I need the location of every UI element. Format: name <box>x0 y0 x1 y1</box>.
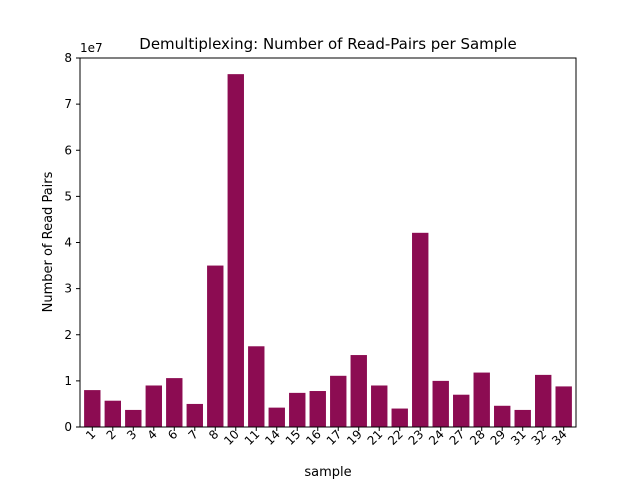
bar-sample-3 <box>125 409 142 427</box>
bar-sample-6 <box>166 378 183 427</box>
x-tick-label: 19 <box>344 427 365 448</box>
bar-sample-22 <box>391 408 408 427</box>
y-axis-offset-label: 1e7 <box>80 41 103 55</box>
bar-sample-14 <box>268 407 285 427</box>
bar-sample-10 <box>227 74 244 427</box>
x-tick-label: 1 <box>83 427 98 442</box>
bar-sample-31 <box>514 409 531 427</box>
bars-group <box>84 74 572 428</box>
y-tick-label: 2 <box>64 328 72 342</box>
x-tick-label: 27 <box>447 427 468 448</box>
x-tick-label: 8 <box>206 427 221 442</box>
bar-sample-21 <box>371 385 388 427</box>
bar-sample-2 <box>104 400 121 427</box>
bar-sample-11 <box>248 346 265 427</box>
x-axis-ticks: 1 2 3 4 6 7 8 10 11 14 15 16 17 19 21 22 23 24 27 28 29 31 32 3… <box>83 427 570 448</box>
y-tick-label: 5 <box>64 189 72 203</box>
x-tick-label: 2 <box>104 427 119 442</box>
bar-sample-34 <box>555 386 572 427</box>
x-tick-label: 17 <box>324 427 345 448</box>
bar-sample-28 <box>473 372 490 427</box>
bar-sample-23 <box>412 232 429 427</box>
x-tick-label: 14 <box>262 427 283 448</box>
bar-sample-15 <box>289 392 306 427</box>
x-tick-label: 3 <box>124 427 139 442</box>
bar-sample-4 <box>145 385 162 427</box>
y-tick-label: 8 <box>64 51 72 65</box>
x-tick-label: 11 <box>242 427 263 448</box>
x-tick-label: 22 <box>385 427 406 448</box>
bar-sample-24 <box>432 380 449 428</box>
x-tick-label: 7 <box>186 427 201 442</box>
x-tick-label: 10 <box>221 427 242 448</box>
bar-sample-29 <box>494 405 511 427</box>
y-axis-label: Number of Read Pairs <box>41 171 56 312</box>
x-tick-label: 21 <box>365 427 386 448</box>
bar-sample-1 <box>84 390 101 427</box>
plot-area-frame <box>79 57 577 428</box>
y-tick-label: 7 <box>64 97 72 111</box>
x-tick-label: 31 <box>508 427 529 448</box>
y-tick-label: 6 <box>64 143 72 157</box>
bar-sample-7 <box>186 403 203 427</box>
x-tick-label: 4 <box>145 427 160 442</box>
x-tick-label: 15 <box>283 427 304 448</box>
bar-sample-8 <box>207 265 224 427</box>
x-axis-label: sample <box>304 465 351 480</box>
x-tick-label: 32 <box>529 427 550 448</box>
x-tick-label: 16 <box>303 427 324 448</box>
y-tick-label: 1 <box>64 374 72 388</box>
y-tick-label: 0 <box>64 420 72 434</box>
x-tick-label: 29 <box>488 427 509 448</box>
y-axis-ticks: 0 1 2 3 4 5 6 7 8 <box>64 51 80 434</box>
x-tick-label: 28 <box>467 427 488 448</box>
chart-title: Demultiplexing: Number of Read-Pairs per… <box>139 35 516 53</box>
bar-sample-17 <box>330 375 347 427</box>
bar-sample-19 <box>350 355 367 427</box>
x-tick-label: 6 <box>165 427 180 442</box>
x-tick-label: 24 <box>426 427 447 448</box>
x-tick-label: 34 <box>549 427 570 448</box>
bar-sample-16 <box>309 391 326 427</box>
bar-sample-32 <box>535 374 552 427</box>
bar-sample-27 <box>453 394 470 427</box>
y-tick-label: 3 <box>64 282 72 296</box>
y-tick-label: 4 <box>64 236 72 250</box>
x-tick-label: 23 <box>406 427 427 448</box>
